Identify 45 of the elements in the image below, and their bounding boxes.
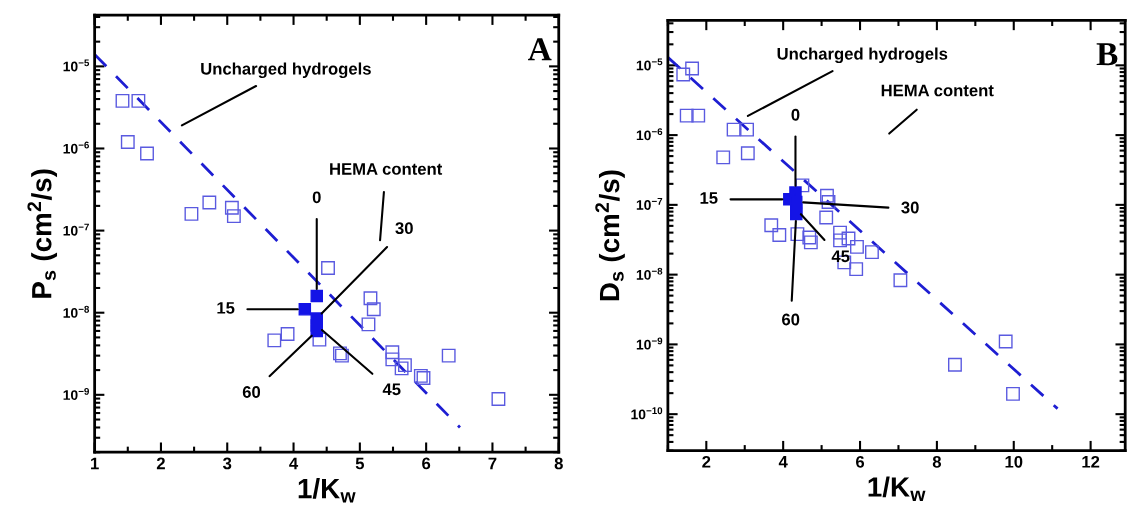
x-tick-label: 12	[1082, 455, 1100, 468]
x-tick-label: 5	[355, 457, 365, 470]
y-tick-label: 10$^{−7}$	[636, 197, 663, 210]
x-axis-title: 1/K$_{w}$	[868, 476, 926, 501]
annotation: A	[528, 38, 552, 61]
annotation: 0	[791, 108, 800, 121]
annotation: 60	[782, 313, 800, 326]
annotation: 15	[217, 302, 235, 314]
annotation: Uncharged hydrogels	[201, 62, 371, 79]
x-tick-label: 3	[222, 457, 232, 470]
x-tick-label: 4	[289, 457, 299, 470]
x-tick-label: 8	[554, 457, 563, 470]
annotation: 45	[831, 250, 850, 263]
x-tick-label: 7	[488, 457, 497, 470]
annotation: 15	[700, 192, 718, 204]
x-tick-label: 1	[91, 457, 99, 470]
y-tick-label: 10$^{−9}$	[63, 387, 89, 400]
x-tick-label: 2	[156, 457, 165, 470]
y-tick-label: 10$^{−8}$	[63, 305, 90, 318]
annotation: HEMA content	[881, 84, 994, 97]
x-tick-label: 6	[856, 455, 865, 468]
x-axis-title: 1/K$_{w}$	[298, 478, 356, 503]
annotation: 30	[901, 201, 919, 214]
y-tick-label: 10$^{−5}$	[63, 59, 90, 72]
y-tick-label: 10$^{−7}$	[63, 223, 89, 236]
annotation: 0	[312, 191, 321, 204]
x-tick-label: 6	[422, 457, 431, 470]
y-axis-title: P$_{s}$ (cm$^{2}$/s)	[27, 169, 58, 298]
x-tick-label: 10	[1005, 455, 1023, 468]
annotation: Uncharged hydrogels	[777, 47, 948, 64]
annotation: 60	[242, 386, 261, 398]
y-tick-label: 10$^{−6}$	[63, 141, 89, 154]
annotation: 30	[395, 222, 413, 235]
y-tick-label: 10$^{−5}$	[636, 58, 663, 71]
x-tick-label: 2	[702, 455, 711, 468]
annotation: 45	[382, 383, 401, 396]
y-axis-title: D$_{s}$ (cm$^{2}$/s)	[595, 170, 625, 301]
y-tick-label: 10$^{−8}$	[636, 267, 663, 280]
annotation: B	[1096, 43, 1118, 66]
y-tick-label: 10$^{−6}$	[636, 128, 663, 141]
annotation: HEMA content	[330, 163, 443, 175]
y-tick-label: 10$^{−9}$	[636, 337, 663, 350]
x-tick-label: 4	[778, 456, 788, 468]
x-tick-label: 8	[932, 455, 942, 468]
y-tick-label: 10$^{−10}$	[631, 407, 663, 420]
